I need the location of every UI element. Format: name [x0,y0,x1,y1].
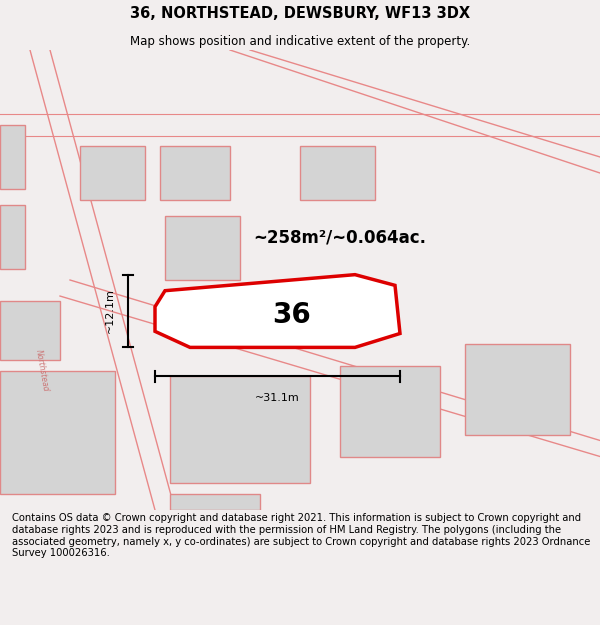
Polygon shape [300,146,375,200]
Polygon shape [0,301,60,360]
Polygon shape [170,494,260,510]
Polygon shape [165,216,240,280]
Polygon shape [155,274,400,348]
Text: Map shows position and indicative extent of the property.: Map shows position and indicative extent… [130,34,470,48]
Polygon shape [465,344,570,435]
Text: 36, NORTHSTEAD, DEWSBURY, WF13 3DX: 36, NORTHSTEAD, DEWSBURY, WF13 3DX [130,6,470,21]
Polygon shape [0,371,115,494]
Text: ~12.1m: ~12.1m [105,289,115,334]
Polygon shape [80,146,145,200]
Polygon shape [0,125,25,189]
Polygon shape [160,146,230,200]
Text: ~258m²/~0.064ac.: ~258m²/~0.064ac. [254,228,427,246]
Polygon shape [170,376,310,483]
Text: 36: 36 [272,301,311,329]
Polygon shape [0,205,25,269]
Text: ~31.1m: ~31.1m [255,392,300,402]
Text: Contains OS data © Crown copyright and database right 2021. This information is : Contains OS data © Crown copyright and d… [12,514,590,558]
Text: Northstead: Northstead [34,349,50,392]
Polygon shape [340,366,440,456]
